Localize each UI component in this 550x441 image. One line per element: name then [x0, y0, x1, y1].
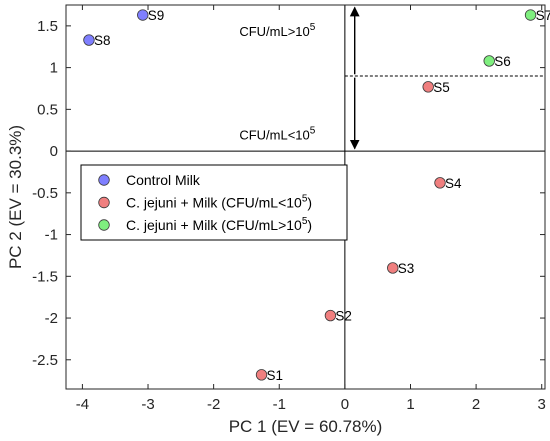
point-label-s7: S7: [536, 8, 550, 23]
x-axis-label: PC 1 (EV = 60.78%): [229, 417, 383, 436]
x-tick-label: -2: [207, 396, 220, 413]
data-point-s2: [324, 309, 337, 322]
point-label-s4: S4: [445, 176, 462, 191]
annotation-below-threshold: CFU/mL<105: [239, 125, 315, 142]
legend-label-3: C. jejuni + Milk (CFU/mL>105): [126, 216, 312, 233]
x-tick-label: -3: [141, 396, 154, 413]
point-label-s9: S9: [148, 8, 165, 23]
data-point-s9: [137, 9, 149, 21]
x-tick-label: 2: [472, 396, 480, 413]
annotation-above-threshold: CFU/mL>105: [239, 22, 315, 39]
x-tick-label: 1: [406, 396, 414, 413]
x-tick-label: -4: [76, 396, 89, 413]
data-point-s5: [422, 81, 434, 93]
y-tick-label: 0: [50, 143, 58, 160]
data-point-s6: [483, 55, 495, 67]
legend-label-1: Control Milk: [126, 172, 201, 188]
point-label-s2: S2: [335, 309, 352, 324]
point-label-s1: S1: [267, 368, 284, 383]
legend-marker-3: [98, 219, 110, 231]
x-tick-label: 3: [538, 396, 546, 413]
plot-frame: [65, 4, 546, 390]
legend-label-2: C. jejuni + Milk (CFU/mL<105): [126, 194, 312, 211]
point-label-s5: S5: [433, 80, 450, 95]
legend-marker-1: [98, 174, 110, 186]
legend-marker-2: [98, 196, 110, 209]
x-tick-label: -1: [273, 396, 286, 413]
y-tick-label: -2: [45, 310, 58, 327]
y-tick-label: -2.5: [32, 352, 58, 369]
plot-border: [65, 4, 546, 390]
y-tick-label: -1.5: [32, 268, 58, 285]
legend: Control Milk C. jejuni + Milk (CFU/mL<105…: [80, 164, 348, 241]
annotation-group: CFU/mL>105 CFU/mL<105: [239, 22, 315, 143]
point-label-s6: S6: [494, 54, 511, 69]
x-tick-label: 0: [341, 396, 349, 413]
y-tick-label: -1: [45, 227, 58, 244]
data-point-s1: [255, 369, 268, 381]
y-tick-label: 1: [50, 60, 58, 77]
data-point-s3: [387, 262, 399, 274]
data-points: S8 S9 S1 S2 S3 S4 S5 S6 S7: [83, 8, 550, 383]
y-tick-label: 0.5: [37, 101, 58, 118]
point-label-s8: S8: [94, 33, 111, 48]
y-axis-label: PC 2 (EV = 30.3%): [6, 125, 25, 269]
y-tick-label: 1.5: [37, 18, 58, 35]
data-point-s8: [83, 34, 95, 46]
point-label-s3: S3: [398, 261, 415, 276]
data-point-s7: [524, 9, 537, 21]
legend-box: [80, 164, 348, 241]
y-tick-label: -0.5: [32, 185, 58, 202]
ticks: -4 -3 -2 -1 0 1 2 3 -2.5 -2 -1.5 -1 -0.5 0 0.5 1 1.5: [32, 5, 546, 413]
data-point-s4: [434, 177, 446, 189]
